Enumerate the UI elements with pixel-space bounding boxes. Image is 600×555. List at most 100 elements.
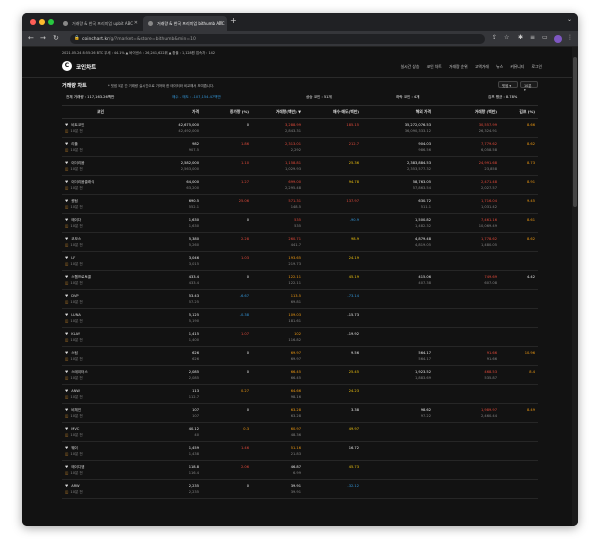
col-foreign-price[interactable]: 해외 가격 xyxy=(362,105,434,119)
profile-avatar[interactable] xyxy=(554,35,562,43)
nav-item[interactable]: 코인 차트 xyxy=(426,64,442,69)
table-row[interactable]: ♥ ANW ◫ 10분 전 113 112.7 0.27 64.66 98.16 24.23 xyxy=(62,384,538,404)
page-scrollbar[interactable] xyxy=(572,47,578,526)
col-price[interactable]: 가격 xyxy=(142,105,202,119)
reading-list-icon[interactable]: ≡ xyxy=(530,34,536,41)
table-row[interactable]: ♥ 퀀텀 ◫ 10분 전 690.5 552.1 25.06 571.31 148.5 137.9… xyxy=(62,194,538,214)
coin-name[interactable]: LUNA xyxy=(71,312,81,317)
table-row[interactable]: ♥ 이더리움 ◫ 10분 전 2,582,000 2,563,000 1.10 1,158.8… xyxy=(62,156,538,176)
nav-item[interactable]: 커뮤니티 xyxy=(510,64,525,69)
tab-bithumb[interactable]: 거래량 & 한국 프리미엄 bithumb ABC ✕ xyxy=(143,16,227,31)
close-window-button[interactable] xyxy=(30,19,36,25)
heart-icon[interactable]: ♥ xyxy=(65,369,69,374)
coin-name[interactable]: 스팀 xyxy=(71,350,78,355)
heart-icon[interactable]: ♥ xyxy=(65,407,69,412)
exchange-select[interactable]: 빗썸 ▾ xyxy=(498,81,518,88)
heart-icon[interactable]: ♥ xyxy=(65,198,69,203)
coin-name[interactable]: 리플 xyxy=(71,141,78,146)
sidebar-icon[interactable]: ▭ xyxy=(542,34,548,41)
heart-icon[interactable]: ♥ xyxy=(65,141,69,146)
table-row[interactable]: ♥ DVP ◫ 10분 전 53.43 57.25 -6.67 113.5 69.81 -73.1… xyxy=(62,289,538,309)
table-row[interactable]: ♥ LUNA ◫ 10분 전 5,125 5,190 -0.38 109.03 181.61 -1… xyxy=(62,308,538,328)
back-button[interactable]: ← xyxy=(28,34,34,42)
browser-menu-icon[interactable]: ⋮ xyxy=(567,34,573,41)
tab-search-icon[interactable]: ⌄ xyxy=(566,16,572,23)
heart-icon[interactable]: ♥ xyxy=(65,426,69,431)
table-row[interactable]: ♥ 비체인 ◫ 10분 전 107 107 0 63.28 63.28 3.38 98.62 97.2… xyxy=(62,403,538,423)
coin-name[interactable]: MVC xyxy=(71,426,80,431)
coin-name[interactable]: 이더리움클래식 xyxy=(71,179,95,184)
nav-item[interactable]: 거래량 순위 xyxy=(448,64,468,69)
table-row[interactable]: ♥ 리플 ◫ 10분 전 982 907.5 1.86 2,313.01 2,292 212.7 9… xyxy=(62,137,538,157)
coin-name[interactable]: 비트코인 xyxy=(71,122,85,127)
col-volume[interactable]: 거래량(백만) ▼ xyxy=(252,105,304,119)
coin-name[interactable]: LF xyxy=(71,255,76,260)
col-coin[interactable]: 코인 xyxy=(62,105,142,119)
table-row[interactable]: ♥ 에이디엠 ◫ 10분 전 118.8 116.4 2.06 46.87 6.99 45.73 xyxy=(62,460,538,480)
new-tab-button[interactable]: + xyxy=(230,16,237,25)
col-kimp[interactable]: 김프 (%) xyxy=(500,105,538,119)
address-bar[interactable]: 🔒 coinchart.kr/g/?market=&store=bithumb&… xyxy=(70,34,485,44)
coin-name[interactable]: ANW xyxy=(71,388,80,393)
heart-icon[interactable]: ♥ xyxy=(65,483,69,488)
coin-name[interactable]: 스테이터스 xyxy=(71,369,88,374)
heart-icon[interactable]: ♥ xyxy=(65,179,69,184)
close-tab-icon[interactable]: ✕ xyxy=(133,20,138,26)
table-row[interactable]: ♥ 비트코인 ◫ 10분 전 42,675,000 42,492,000 0 3,288.99… xyxy=(62,118,538,138)
heart-icon[interactable]: ♥ xyxy=(65,350,69,355)
close-tab-icon[interactable]: ✕ xyxy=(218,20,223,26)
coin-name[interactable]: 에이디엠 xyxy=(71,464,85,469)
nav-item[interactable]: 고액거래 xyxy=(474,64,489,69)
minimize-window-button[interactable] xyxy=(39,19,45,25)
extensions-icon[interactable]: ✱ xyxy=(518,34,524,41)
heart-icon[interactable]: ♥ xyxy=(65,236,69,241)
heart-icon[interactable]: ♥ xyxy=(65,312,69,317)
coin-name[interactable]: 코모스 xyxy=(71,236,82,241)
coin-name[interactable]: ARW xyxy=(71,483,80,488)
heart-icon[interactable]: ♥ xyxy=(65,274,69,279)
coin-name[interactable]: 스웹프로토콜 xyxy=(71,274,92,279)
coin-name[interactable]: 에이다 xyxy=(71,217,82,222)
table-row[interactable]: ♥ 웨이 ◫ 10분 전 1,459 1,438 1.46 51.16 21.83 16.72 xyxy=(62,441,538,461)
table-row[interactable]: ♥ 에이다 ◫ 10분 전 1,630 1,630 0 535 535 -90.9 1,500.82… xyxy=(62,213,538,233)
site-logo-text[interactable]: 코인차트 xyxy=(76,65,97,71)
heart-icon[interactable]: ♥ xyxy=(65,255,69,260)
heart-icon[interactable]: ♥ xyxy=(65,217,69,222)
table-row[interactable]: ♥ 스팀 ◫ 10분 전 626 626 0 69.97 69.97 9.56 564.17 564.… xyxy=(62,346,538,366)
coin-name[interactable]: 이더리움 xyxy=(71,160,85,165)
heart-icon[interactable]: ♥ xyxy=(65,122,69,127)
table-row[interactable]: ♥ 스웹프로토콜 ◫ 10분 전 433.4 433.4 0 122.11 122.11 45.1… xyxy=(62,270,538,290)
heart-icon[interactable]: ♥ xyxy=(65,445,69,450)
coin-name[interactable]: 퀀텀 xyxy=(71,198,78,203)
table-row[interactable]: ♥ KLAY ◫ 10분 전 1,415 1,400 1.07 102 116.82 -19.92 xyxy=(62,327,538,347)
nav-item[interactable]: 실시간 상승 xyxy=(400,64,420,69)
table-row[interactable]: ♥ ARW ◫ 10분 전 2,235 2,235 0 39.91 39.91 -32.12 xyxy=(62,479,538,499)
col-change[interactable]: 증가량 (%) xyxy=(202,105,252,119)
reload-button[interactable]: ↻ xyxy=(53,34,59,42)
forward-button[interactable]: → xyxy=(40,34,46,42)
coin-name[interactable]: 비체인 xyxy=(71,407,82,412)
coin-name[interactable]: KLAY xyxy=(71,331,81,336)
table-row[interactable]: ♥ 이더리움클래식 ◫ 10분 전 64,000 63,200 1.27 699.00 2,29… xyxy=(62,175,538,195)
coin-name[interactable]: DVP xyxy=(71,293,79,298)
tab-upbit[interactable]: 거래량 & 한국 프리미엄 upbit ABC ✕ xyxy=(58,16,142,31)
maximize-window-button[interactable] xyxy=(48,19,54,25)
nav-item[interactable]: 뉴스 xyxy=(496,64,504,69)
heart-icon[interactable]: ♥ xyxy=(65,293,69,298)
bookmark-star-icon[interactable]: ☆ xyxy=(504,34,510,41)
scrollbar-thumb[interactable] xyxy=(573,57,577,207)
table-row[interactable]: ♥ 스테이터스 ◫ 10분 전 2,085 2,085 0 66.45 66.45 25.45 1,… xyxy=(62,365,538,385)
coin-name[interactable]: 웨이 xyxy=(71,445,78,450)
col-net[interactable]: 매수-매도(백만) xyxy=(304,105,362,119)
table-row[interactable]: ♥ MVC ◫ 10분 전 40.12 40 0.3 60.97 48.36 49.97 xyxy=(62,422,538,442)
site-logo-icon[interactable]: C xyxy=(62,61,72,71)
heart-icon[interactable]: ♥ xyxy=(65,464,69,469)
nav-item-login[interactable]: 로그인 xyxy=(531,64,542,69)
table-row[interactable]: ♥ LF ◫ 10분 전 3,046 3,015 1.03 193.65 219.73 24.19 xyxy=(62,251,538,271)
table-row[interactable]: ♥ 코모스 ◫ 10분 전 5,380 5,260 2.28 260.71 441.7 98.9 4… xyxy=(62,232,538,252)
share-icon[interactable]: ⇪ xyxy=(492,34,498,41)
heart-icon[interactable]: ♥ xyxy=(65,388,69,393)
heart-icon[interactable]: ♥ xyxy=(65,331,69,336)
heart-icon[interactable]: ♥ xyxy=(65,160,69,165)
col-foreign-volume[interactable]: 거래량 (백만) xyxy=(434,105,500,119)
